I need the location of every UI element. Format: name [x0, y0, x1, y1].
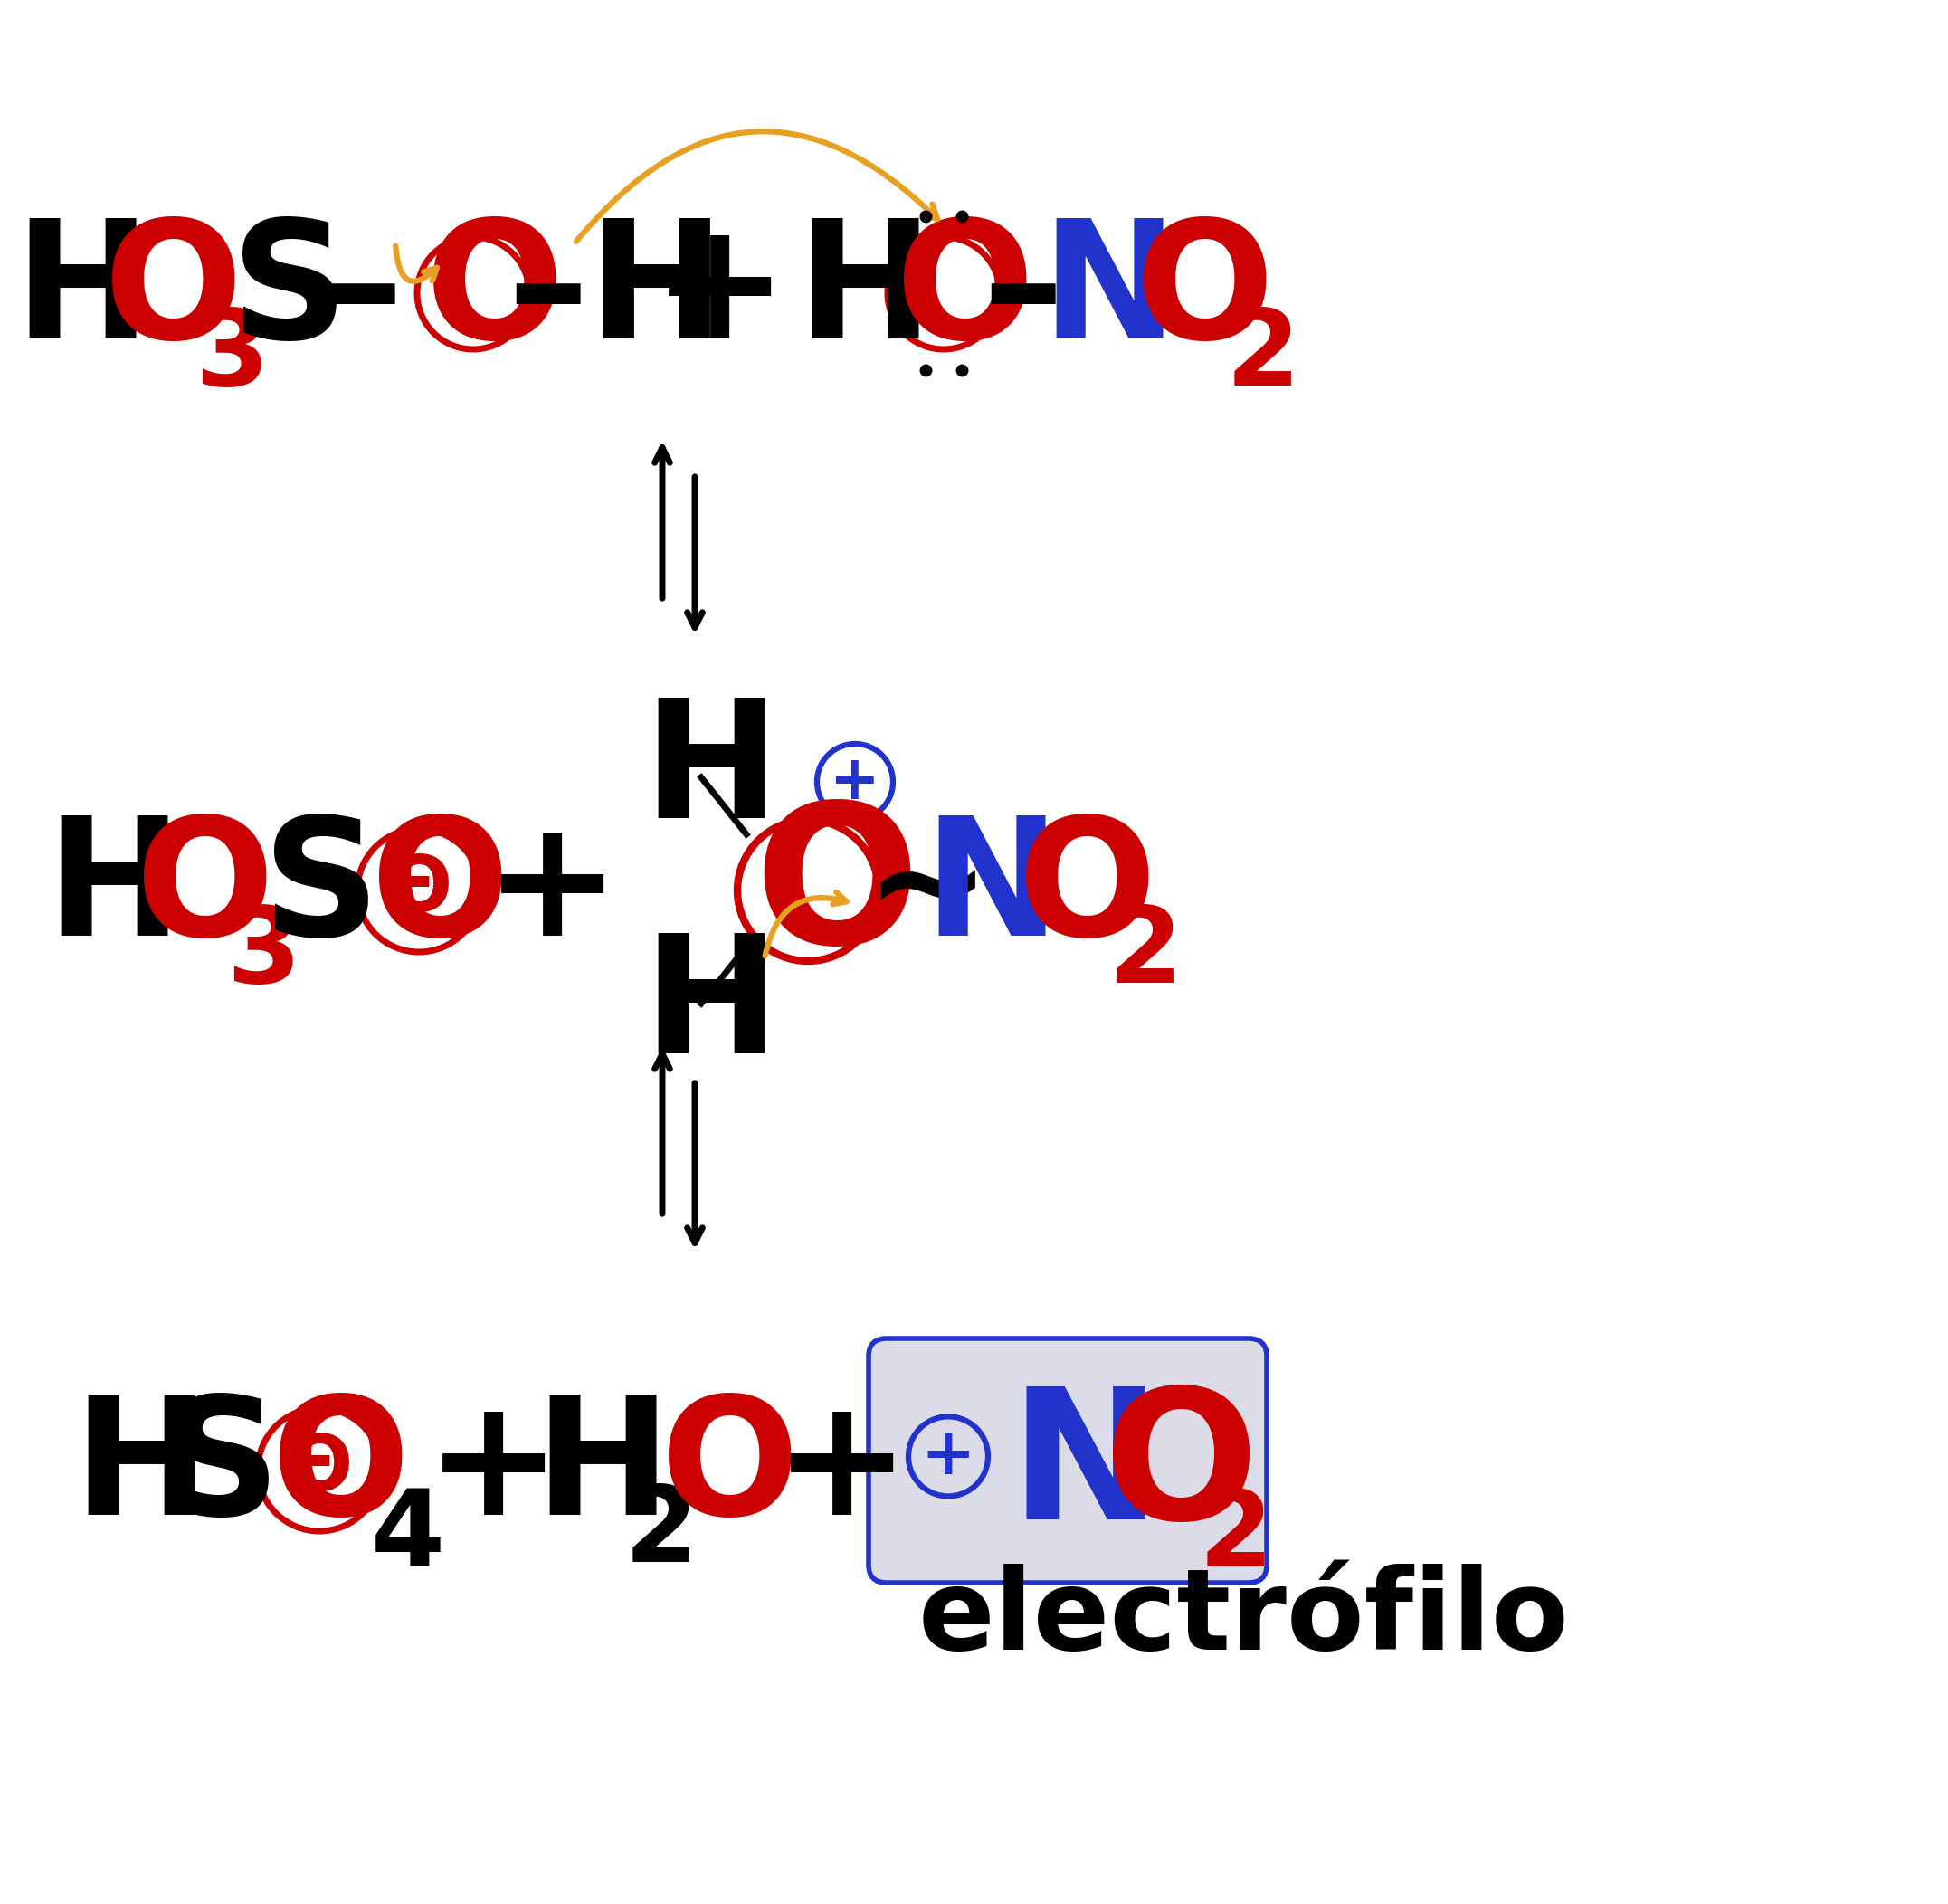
Text: N: N: [923, 811, 1060, 971]
Text: O: O: [1019, 811, 1157, 971]
Text: O: O: [271, 1390, 411, 1550]
Text: electrófilo: electrófilo: [918, 1565, 1570, 1674]
Text: S: S: [230, 213, 349, 373]
Text: –: –: [321, 213, 403, 373]
Text: +: +: [425, 1390, 563, 1550]
Text: H: H: [643, 929, 779, 1087]
Text: +: +: [651, 213, 789, 373]
Text: O: O: [103, 213, 244, 373]
Text: S: S: [263, 811, 380, 971]
Text: N: N: [1040, 213, 1177, 373]
Text: 2: 2: [1108, 902, 1182, 1005]
Text: –: –: [982, 213, 1064, 373]
Text: H: H: [45, 811, 181, 971]
Text: 2: 2: [1198, 1485, 1274, 1590]
Text: O: O: [754, 796, 919, 984]
Text: +: +: [773, 1390, 910, 1550]
Text: 2: 2: [623, 1481, 699, 1584]
Text: +: +: [483, 811, 621, 971]
Text: H: H: [72, 1390, 208, 1550]
Text: S: S: [164, 1390, 281, 1550]
Text: O: O: [896, 213, 1034, 373]
Text: O: O: [370, 811, 510, 971]
Text: H: H: [14, 213, 150, 373]
Text: O: O: [1105, 1382, 1258, 1557]
Text: O: O: [136, 811, 275, 971]
Text: 2: 2: [1225, 305, 1299, 409]
Text: 3: 3: [226, 902, 300, 1005]
Text: Θ: Θ: [386, 853, 452, 927]
Text: N: N: [1009, 1382, 1161, 1557]
Text: O: O: [425, 213, 565, 373]
Text: O: O: [660, 1390, 799, 1550]
Text: H: H: [534, 1390, 670, 1550]
Text: H: H: [797, 213, 933, 373]
Text: Θ: Θ: [286, 1432, 353, 1508]
Text: O: O: [1136, 213, 1274, 373]
FancyBboxPatch shape: [869, 1339, 1266, 1582]
Text: –H: –H: [506, 213, 725, 373]
Text: +: +: [921, 1426, 976, 1487]
Text: ~: ~: [865, 817, 990, 963]
Text: 3: 3: [195, 305, 269, 409]
Text: 4: 4: [370, 1485, 446, 1590]
Text: H: H: [643, 693, 779, 853]
Text: +: +: [830, 752, 880, 811]
